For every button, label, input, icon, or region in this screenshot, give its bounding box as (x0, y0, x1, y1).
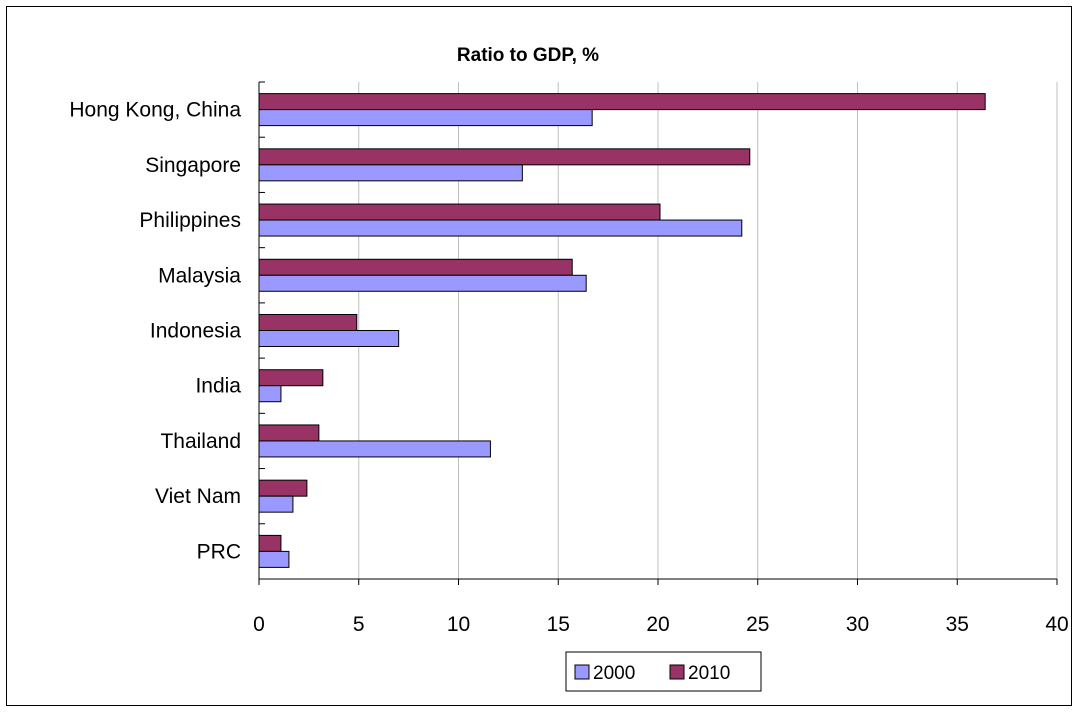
axes (258, 81, 1058, 585)
category-label: Philippines (139, 209, 241, 232)
legend-label-2000: 2000 (593, 663, 635, 684)
x-tick-label: 20 (646, 613, 669, 636)
category-labels: Hong Kong, China Singapore Philippines Mala… (69, 99, 241, 564)
bar-2010 (258, 93, 986, 111)
legend-label-2010: 2010 (688, 663, 730, 684)
bar-2010 (258, 148, 751, 166)
x-tick-label: 5 (353, 613, 365, 636)
x-tick-label: 0 (253, 613, 265, 636)
x-tick-label: 35 (946, 613, 969, 636)
chart-frame: Ratio to GDP, % 0 5 10 15 20 25 30 35 40 Hong Ko… (6, 6, 1072, 706)
legend-box (565, 651, 762, 692)
category-label: Indonesia (150, 320, 241, 343)
category-label: Malaysia (158, 264, 241, 287)
bar-2000 (258, 109, 593, 127)
bar-2000 (258, 495, 294, 513)
bar-2010 (258, 369, 324, 387)
bars (258, 93, 986, 568)
legend-swatch-2000 (574, 664, 590, 680)
x-tick-label: 40 (1045, 613, 1068, 636)
bar-2000 (258, 440, 491, 458)
bar-2000 (258, 385, 282, 403)
legend: 2000 2010 (565, 651, 762, 692)
bar-2000 (258, 550, 290, 568)
bar-2010 (258, 424, 320, 442)
category-label: Viet Nam (155, 485, 241, 508)
x-tick-labels: 0 5 10 15 20 25 30 35 40 (253, 613, 1069, 636)
bar-2000 (258, 164, 523, 182)
x-tick-label: 25 (746, 613, 769, 636)
category-label: PRC (197, 540, 241, 563)
bar-2010 (258, 258, 573, 276)
bar-2010 (258, 479, 308, 497)
bar-2010 (258, 203, 661, 221)
category-label: Singapore (145, 154, 241, 177)
x-tick-label: 30 (846, 613, 869, 636)
x-tick-label: 10 (447, 613, 470, 636)
category-label: Thailand (160, 430, 241, 453)
bar-2000 (258, 330, 400, 347)
x-tick-label: 15 (547, 613, 570, 636)
bar-2010 (258, 314, 358, 331)
bar-2010 (258, 534, 282, 552)
category-label: India (195, 375, 241, 398)
legend-swatch-2010 (669, 664, 685, 680)
chart-title: Ratio to GDP, % (457, 45, 599, 66)
bar-2000 (258, 219, 743, 237)
bar-2000 (258, 274, 587, 292)
bar-chart: Ratio to GDP, % 0 5 10 15 20 25 30 35 40 Hong Ko… (69, 45, 1069, 692)
category-label: Hong Kong, China (69, 99, 241, 122)
